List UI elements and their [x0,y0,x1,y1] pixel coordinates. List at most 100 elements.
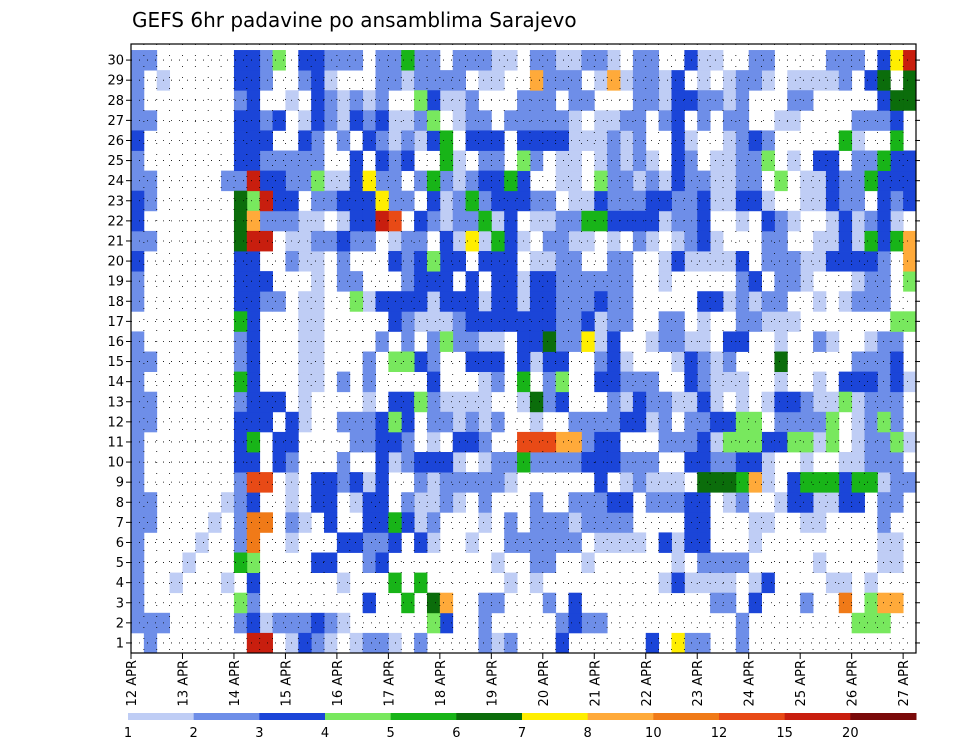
precip-cell [298,210,312,232]
precip-cell [298,351,312,373]
precip-cell [478,190,492,212]
precip-cell [439,492,454,513]
precip-cell [710,411,724,433]
precip-cell [787,251,801,272]
precip-cell [864,351,878,373]
precip-cell [143,190,158,212]
precip-cell [349,411,364,433]
precip-cell [697,472,711,493]
colorbar-label: 1 [124,726,132,741]
precip-cell [362,431,376,453]
precip-cell [594,130,608,151]
precip-cell [311,70,325,91]
precip-cell [851,371,865,393]
precip-cell [259,271,273,292]
precip-cell [722,411,737,433]
precip-cell [607,331,621,352]
precip-cell [414,110,428,131]
precip-cell [336,190,351,212]
precip-cell [542,90,557,111]
y-tick-label: 27 [107,114,124,129]
precip-cell [465,431,479,453]
precip-cell [426,391,441,413]
precip-cell [375,291,389,312]
precip-cell [542,431,557,453]
precip-cell [903,230,917,252]
precip-cell [620,492,634,513]
precip-cell [697,190,711,212]
precip-cell [439,130,454,151]
precip-cell [401,411,415,433]
precip-cell [722,90,737,111]
precip-cell [439,311,454,332]
precip-cell [324,230,338,252]
precip-cell [594,50,608,71]
precip-cell [581,271,595,292]
precip-cell [671,552,685,573]
precip-cell [375,130,389,151]
precip-cell [259,612,273,634]
precip-cell [671,251,685,272]
precip-cell [800,90,814,111]
precip-cell [375,411,389,433]
precip-cell [825,190,840,212]
precip-cell [414,512,428,533]
precip-cell [722,371,737,393]
precip-cell [311,50,325,71]
precip-cell [620,70,634,91]
precip-cell [555,331,569,352]
precip-cell [864,210,878,232]
precip-cell [697,492,711,513]
precip-cell [401,251,415,272]
precip-cell [439,452,454,473]
precip-cell [233,311,248,332]
precip-cell [722,150,737,172]
precip-cell [285,512,299,533]
precip-cell [774,170,788,192]
precip-cell [542,70,557,91]
precip-cell [697,90,711,111]
precip-cell [542,110,557,131]
precip-cell [401,331,415,352]
precip-cell [735,130,750,151]
precip-cell [632,371,647,393]
precip-cell [632,452,647,473]
precip-cell [529,130,544,151]
precip-cell [877,170,891,192]
precip-cell [246,452,261,473]
precip-cell [401,291,415,312]
precip-cell [478,170,492,192]
precip-cell [478,431,492,453]
precip-cell [542,230,557,252]
precip-cell [555,371,569,393]
precip-cell [825,70,840,91]
precip-cell [568,271,582,292]
precip-cell [298,230,312,252]
precip-cell [143,632,158,654]
precip-cell [169,572,183,594]
precip-cell [800,70,814,91]
precip-cell [349,50,364,71]
precip-cell [478,291,492,312]
precip-cell [246,230,261,252]
precip-cell [825,331,840,352]
precip-cell [697,170,711,192]
precip-cell [671,492,685,513]
precip-cell [607,70,621,91]
y-tick-label: 5 [116,556,124,571]
precip-cell [568,150,582,172]
precip-cell [787,110,801,131]
precip-cell [825,431,840,453]
precip-cell [722,110,737,131]
precip-cell [311,271,325,292]
precip-cell [491,150,505,172]
precip-cell [555,70,569,91]
precip-cell [324,70,338,91]
precip-cell [658,170,672,192]
precip-cell [246,371,261,393]
precip-cell [838,452,853,473]
precip-cell [864,371,878,393]
precip-cell [246,110,261,131]
precip-cell [272,612,286,634]
precip-cell [233,391,248,413]
